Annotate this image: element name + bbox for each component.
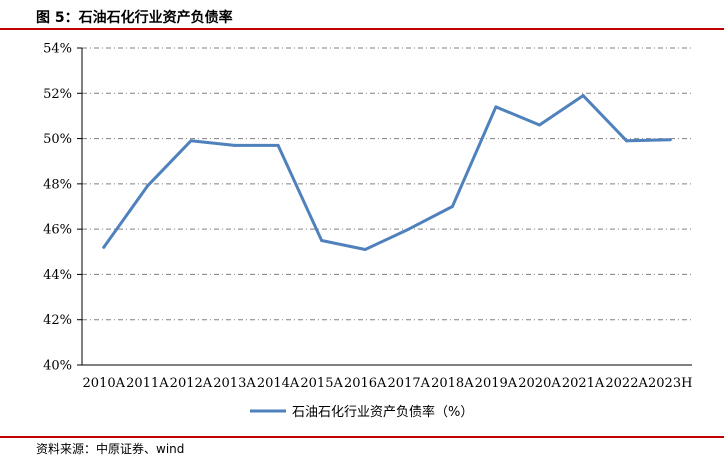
y-tick-labels: 40% 42% 44% 46% 48% 50% 52% 54%: [43, 42, 72, 374]
line-chart: 40% 42% 44% 46% 48% 50% 52% 54% 2010A 2011A 2012A…: [43, 42, 693, 421]
grid-lines: [82, 47, 692, 321]
axes: [77, 47, 692, 366]
data-point: [102, 245, 106, 249]
footer-rule: [0, 436, 724, 438]
data-point: [538, 123, 541, 127]
data-point: [363, 248, 367, 252]
y-tick-label: 44%: [43, 268, 72, 283]
x-tick-label: 2015A: [300, 376, 343, 391]
legend: 石油石化行业资产负债率（%）: [250, 404, 473, 420]
data-point: [276, 143, 280, 147]
y-tick-label: 42%: [43, 313, 72, 328]
y-tick-label: 40%: [43, 359, 72, 374]
data-point: [233, 143, 236, 147]
x-tick-label: 2011A: [126, 376, 169, 391]
y-tick-label: 54%: [43, 42, 72, 57]
data-point: [450, 205, 454, 208]
x-tick-label: 2017A: [388, 376, 431, 391]
y-tick-label: 46%: [43, 223, 72, 238]
x-tick-label: 2021A: [562, 376, 605, 391]
figure-title: 图 5：石油石化行业资产负债率: [36, 10, 233, 26]
source-note: 资料来源：中原证券、wind: [36, 442, 185, 456]
x-tick-label: 2023H: [648, 376, 692, 391]
x-tick-label: 2014A: [257, 376, 300, 391]
y-tick-label: 52%: [43, 87, 72, 102]
x-tick-label: 2012A: [170, 376, 213, 391]
y-tick-label: 50%: [43, 132, 72, 147]
series-line: [102, 94, 672, 251]
x-tick-label: 2010A: [83, 376, 126, 391]
data-point: [189, 139, 193, 143]
y-tick-label: 48%: [43, 177, 72, 192]
x-tick-label: 2019A: [475, 376, 518, 391]
x-tick-labels: 2010A 2011A 2012A 2013A 2014A 2015A 2016A 2017A…: [83, 376, 693, 391]
series-layer: [102, 94, 672, 252]
x-tick-label: 2020A: [518, 376, 561, 391]
data-point: [581, 94, 585, 98]
data-point: [320, 238, 324, 242]
legend-label: 石油石化行业资产负债率（%）: [292, 404, 473, 420]
data-point: [145, 184, 149, 188]
data-point: [668, 138, 672, 142]
data-point: [407, 227, 411, 231]
x-tick-label: 2016A: [344, 376, 387, 391]
figure-header: 图 5：石油石化行业资产负债率: [0, 0, 724, 30]
x-tick-label: 2022A: [605, 376, 648, 391]
data-point: [625, 139, 629, 143]
x-tick-label: 2013A: [213, 376, 256, 391]
data-point: [494, 105, 498, 109]
header-rule: [0, 28, 724, 30]
x-tick-label: 2018A: [431, 376, 474, 391]
